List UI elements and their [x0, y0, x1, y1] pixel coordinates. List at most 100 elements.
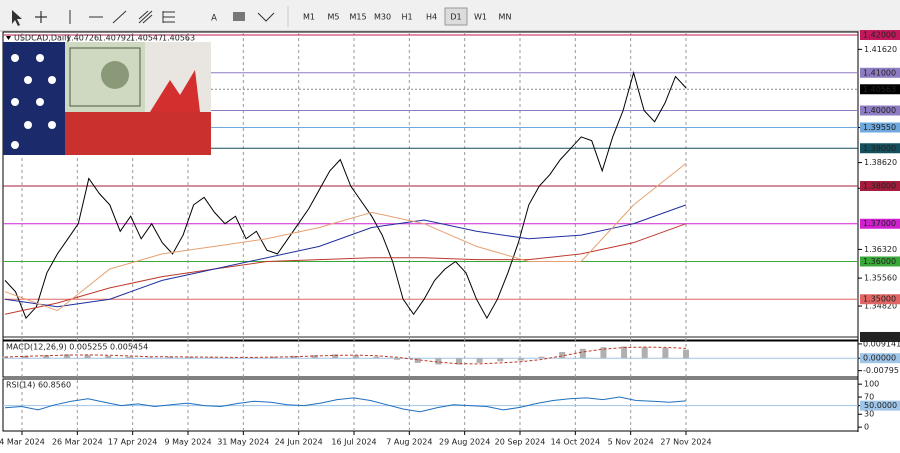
macd-tick-label: -0.00795	[863, 366, 899, 375]
level-label-box	[860, 105, 900, 116]
current-price-label: 1.40563	[863, 85, 896, 94]
macd-bar	[414, 358, 421, 363]
price-tick-label: 1.38620	[864, 158, 897, 167]
quote-value: 1.40792	[98, 34, 131, 43]
moving-average	[4, 204, 687, 308]
stars	[11, 54, 56, 149]
macd-bar	[311, 355, 318, 359]
header-triangle	[6, 36, 11, 40]
rsi-tick-label: 30	[864, 410, 874, 419]
macd-tick-label: 0.00000	[863, 354, 896, 363]
macd-bar	[105, 355, 112, 359]
quote-value: 1.40563	[162, 34, 195, 43]
rsi-title: RSI(14) 60.8560	[6, 381, 71, 390]
rsi-tick-label: 70	[864, 393, 874, 402]
timeframe-label[interactable]: MN	[499, 13, 512, 22]
level-label-box	[860, 143, 900, 154]
channel-tool[interactable]	[138, 10, 153, 24]
symbol-image	[3, 42, 211, 155]
text-tool[interactable]: A	[211, 14, 217, 24]
macd-bar	[84, 355, 91, 359]
macd-bar	[229, 357, 235, 359]
macd-bar	[538, 356, 545, 359]
shapes-tool[interactable]	[257, 12, 275, 22]
moving-average	[4, 163, 687, 312]
macd-bar	[208, 357, 215, 359]
level-label-box	[860, 331, 900, 342]
timeframe-label[interactable]: D1	[450, 13, 461, 22]
macd-bar	[43, 355, 50, 359]
macd-bar	[579, 348, 586, 359]
level-label: 1.42000	[863, 31, 896, 40]
date-label: 17 Apr 2024	[108, 438, 157, 447]
macd-bar	[476, 358, 483, 363]
cursor-tool[interactable]	[12, 10, 22, 26]
date-label: 31 May 2024	[217, 438, 269, 447]
date-label: 24 Jun 2024	[275, 438, 323, 447]
moving-average	[4, 223, 687, 315]
level-label-box	[860, 30, 900, 41]
level-label-box	[860, 122, 900, 133]
macd-bar	[332, 354, 339, 359]
level-label: 1.35000	[863, 295, 896, 304]
fibo-tool[interactable]	[162, 11, 175, 23]
macd-bar	[683, 349, 689, 359]
level-label: 1.36000	[863, 257, 896, 266]
price-line	[4, 70, 687, 320]
macd-zero-box	[860, 353, 900, 364]
level-label: 1.38000	[863, 182, 896, 191]
timeframe-label[interactable]: M15	[349, 13, 366, 22]
macd-bar	[125, 356, 132, 359]
date-label: 7 Aug 2024	[386, 438, 432, 447]
level-label: 1.41000	[863, 68, 896, 77]
macd-bar	[456, 358, 462, 365]
macd-bar	[290, 355, 297, 359]
date-label: 26 Mar 2024	[52, 438, 103, 447]
timeframe-label[interactable]: M30	[374, 13, 391, 22]
quote-value: 1.40547	[130, 34, 163, 43]
price-tick-label: 1.35560	[864, 274, 897, 283]
date-label: 14 Oct 2024	[551, 438, 600, 447]
macd-bar	[167, 356, 174, 359]
macd-bar	[352, 355, 359, 359]
crosshair-tool[interactable]	[35, 11, 47, 23]
macd-bar	[497, 358, 504, 362]
macd-bar	[2, 356, 8, 359]
date-label: 9 May 2024	[164, 438, 211, 447]
timeframe-button[interactable]	[444, 7, 468, 26]
macd-bar	[187, 356, 194, 359]
rsi-tick-label: 50.0000	[864, 401, 897, 410]
level-label: 1.37000	[863, 219, 896, 228]
macd-bar	[517, 358, 524, 361]
level-label: 1.39550	[863, 123, 896, 132]
level-label-box	[860, 294, 900, 305]
timeframe-label[interactable]: M5	[328, 13, 340, 22]
banknote-portrait	[101, 61, 129, 89]
timeframe-label[interactable]: W1	[474, 13, 487, 22]
macd-signal	[4, 346, 687, 365]
trendline-tool[interactable]	[112, 10, 127, 24]
symbol-header: USDCAD,Daily	[14, 34, 71, 43]
level-label-box	[860, 256, 900, 267]
macd-bar	[270, 356, 277, 359]
timeframe-label[interactable]: H4	[426, 13, 437, 22]
macd-bar	[641, 347, 648, 359]
flag-red	[65, 112, 211, 155]
rsi-tick-label: 0	[864, 423, 869, 432]
rsi-line	[4, 396, 687, 413]
macd-bar	[621, 346, 628, 359]
price-tick-label: 1.34820	[864, 302, 897, 311]
current-price-box	[860, 84, 900, 95]
timeframe-label[interactable]: H1	[401, 13, 412, 22]
date-label: 16 Jul 2024	[331, 438, 376, 447]
rsi-tick-label: 100	[864, 380, 879, 389]
label-tool[interactable]	[233, 12, 245, 21]
date-label: 4 Mar 2024	[0, 438, 45, 447]
date-label: 5 Nov 2024	[608, 438, 654, 447]
macd-tick-label: 0.009141	[863, 339, 900, 348]
maple-leaf	[150, 70, 200, 112]
timeframe-label[interactable]: M1	[303, 13, 315, 22]
banknote-frame	[69, 47, 141, 107]
level-label: 1.39000	[863, 144, 896, 153]
